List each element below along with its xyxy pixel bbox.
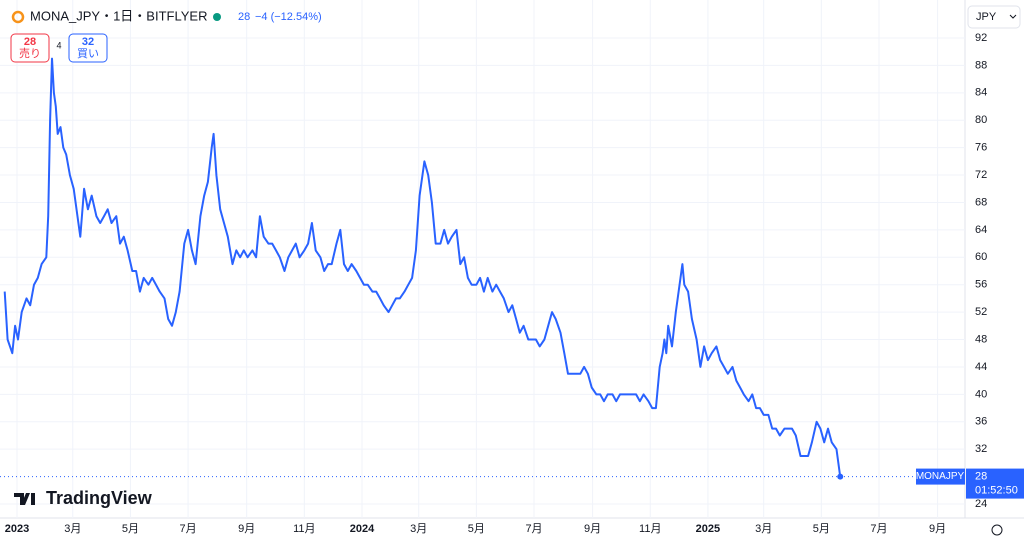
last-point <box>837 473 844 480</box>
symbol-title[interactable]: MONA_JPY・1日・BITFLYER <box>30 8 207 23</box>
x-tick-label: 5月 <box>813 523 830 535</box>
series-label-bg <box>916 468 965 485</box>
sell-button[interactable] <box>10 33 50 63</box>
buy-label: 買い <box>77 47 99 60</box>
x-tick-label: 7月 <box>870 523 887 535</box>
currency: JPY <box>976 11 997 23</box>
spread: 4 <box>56 40 61 50</box>
currency-button[interactable] <box>967 5 1021 29</box>
brand-logo <box>14 493 35 505</box>
y-tick-label: 52 <box>975 306 987 318</box>
y-tick-label: 64 <box>975 224 987 236</box>
x-tick-label: 9月 <box>584 523 601 535</box>
countdown: 01:52:50 <box>975 484 1018 496</box>
x-tick-label: 2023 <box>5 523 29 535</box>
price-line <box>3 57 842 477</box>
x-tick-label: 7月 <box>180 523 197 535</box>
buy-price: 32 <box>82 36 94 48</box>
x-tick-label: 2025 <box>696 523 720 535</box>
y-tick-label: 32 <box>975 443 987 455</box>
symbol-icon <box>11 10 25 24</box>
x-tick-label: 5月 <box>122 523 139 535</box>
y-tick-label: 56 <box>975 279 987 291</box>
x-tick-label: 3月 <box>410 523 427 535</box>
y-tick-label: 60 <box>975 251 987 263</box>
y-tick-label: 48 <box>975 333 987 345</box>
y-tick-label: 36 <box>975 416 987 428</box>
y-tick-label: 44 <box>975 361 987 373</box>
y-tick-label: 92 <box>975 32 987 44</box>
x-tick-label: 2024 <box>350 523 375 535</box>
change: −4 (−12.54%) <box>255 11 322 23</box>
market-status <box>213 13 221 21</box>
x-tick-label: 11月 <box>293 523 315 535</box>
y-tick-label: 72 <box>975 169 987 181</box>
last-price: 28 <box>238 11 250 23</box>
buy-button[interactable] <box>68 33 108 63</box>
y-tick-label: 84 <box>975 87 987 99</box>
y-tick-label: 76 <box>975 142 987 154</box>
x-tick-label: 5月 <box>468 523 485 535</box>
brand: TradingView <box>46 488 153 508</box>
price-label-bg <box>966 468 1024 499</box>
sell-price: 28 <box>24 36 36 48</box>
y-tick-label: 68 <box>975 196 987 208</box>
x-tick-label: 9月 <box>929 523 946 535</box>
y-tick-label: 24 <box>975 498 987 510</box>
x-tick-label: 11月 <box>639 523 661 535</box>
settings-icon[interactable] <box>991 524 1003 536</box>
plot-area <box>0 0 965 518</box>
x-tick-label: 3月 <box>64 523 81 535</box>
series-label: MONAJPY <box>916 471 965 482</box>
x-tick-label: 7月 <box>525 523 542 535</box>
x-tick-label: 9月 <box>238 523 255 535</box>
y-tick-label: 88 <box>975 59 987 71</box>
sell-label: 売り <box>19 47 41 60</box>
price-label: 28 <box>975 470 987 482</box>
currency-caret <box>1009 14 1017 19</box>
y-tick-label: 80 <box>975 114 987 126</box>
x-tick-label: 3月 <box>755 523 772 535</box>
y-tick-label: 40 <box>975 388 987 400</box>
